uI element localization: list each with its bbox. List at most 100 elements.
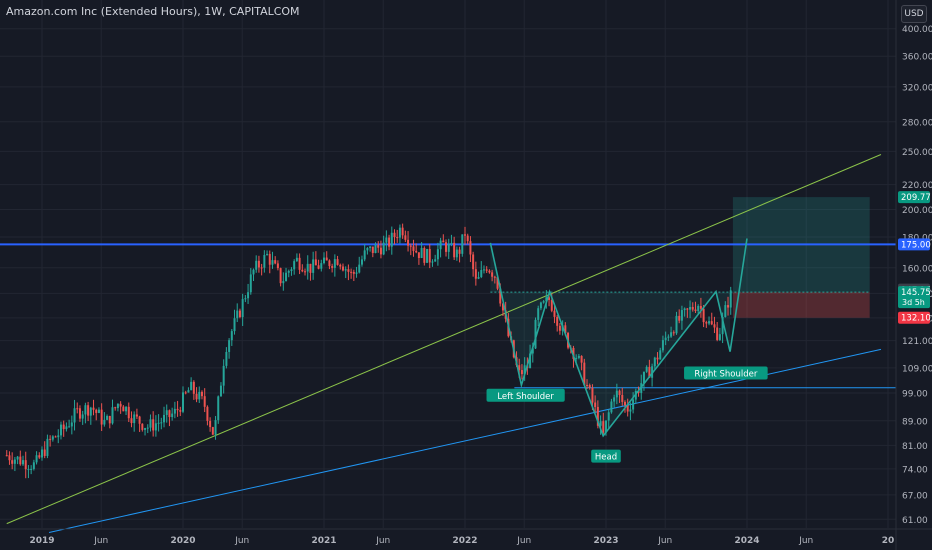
- x-tick-label: 20: [882, 536, 895, 546]
- candle-body: [57, 435, 60, 438]
- candle-body: [445, 242, 448, 252]
- candle-body: [382, 242, 385, 255]
- candle-body: [632, 399, 635, 410]
- y-tick-label: 61.00: [902, 516, 928, 526]
- candle-body: [192, 381, 195, 394]
- candle-body: [325, 257, 328, 261]
- price-tag-resistance: 175.00: [898, 238, 931, 251]
- y-tick-label: 74.00: [902, 465, 928, 475]
- x-tick-label: Jun: [234, 536, 249, 546]
- candle-body: [564, 325, 567, 333]
- candle-body: [702, 308, 705, 323]
- candle-body: [626, 405, 629, 412]
- candle-body: [404, 235, 407, 240]
- annotation-bg: [684, 366, 768, 380]
- candle-body: [165, 410, 168, 415]
- candle-body: [621, 394, 624, 402]
- candle-body: [575, 357, 578, 359]
- candle-body: [260, 267, 263, 269]
- candle-body: [661, 340, 664, 351]
- candle-body: [16, 456, 19, 460]
- candle-body: [84, 405, 87, 415]
- candle-body: [301, 269, 304, 272]
- candle-body: [453, 242, 456, 258]
- candle-body: [672, 332, 675, 334]
- price-tag-value: 209.77: [901, 193, 931, 203]
- candle-body: [466, 235, 469, 242]
- candle-body: [125, 406, 128, 412]
- pattern-path: [489, 238, 748, 438]
- candle-body: [347, 269, 350, 272]
- candle-body: [268, 253, 271, 265]
- candle-body: [442, 240, 445, 243]
- candle-body: [450, 242, 453, 245]
- price-tag-countdown: 3d 5h: [902, 298, 925, 307]
- candle-body: [108, 415, 111, 424]
- candle-body: [642, 371, 645, 384]
- candle-body: [27, 469, 30, 471]
- candle-body: [130, 418, 133, 424]
- candle-body: [583, 362, 586, 385]
- candle-body: [350, 271, 353, 273]
- candle-body: [119, 403, 122, 407]
- candle-body: [377, 245, 380, 248]
- currency-button[interactable]: USD: [901, 5, 927, 23]
- candle-body: [103, 419, 106, 425]
- candle-body: [415, 250, 418, 253]
- price-tag-target: 209.77: [898, 191, 931, 204]
- candle-body: [59, 424, 62, 436]
- candle-body: [236, 310, 239, 319]
- candle-body: [304, 271, 307, 273]
- candle-body: [390, 232, 393, 247]
- candle-body: [323, 257, 325, 264]
- candle-body: [398, 227, 401, 238]
- candle-body: [222, 365, 225, 386]
- candle-body: [710, 321, 713, 325]
- candle-body: [152, 419, 155, 431]
- candle-body: [705, 322, 708, 324]
- candle-body: [76, 408, 79, 410]
- candle-body: [106, 415, 109, 420]
- candle-body: [257, 260, 260, 268]
- candle-body: [667, 336, 670, 338]
- candle-body: [439, 240, 442, 250]
- candle-body: [637, 390, 640, 393]
- candle-body: [423, 247, 426, 263]
- candle-body: [716, 327, 719, 340]
- candle-body: [320, 263, 323, 269]
- candle-body: [596, 406, 599, 426]
- candle-body: [295, 257, 298, 262]
- candle-body: [312, 259, 315, 273]
- candle-body: [393, 232, 396, 238]
- candle-body: [556, 316, 559, 326]
- candle-body: [580, 355, 583, 363]
- candle-body: [539, 302, 542, 309]
- candle-body: [97, 409, 100, 413]
- y-tick-label: 109.00: [902, 364, 932, 374]
- candle-body: [729, 290, 732, 308]
- candle-body: [138, 416, 141, 424]
- candle-body: [388, 237, 391, 247]
- candle-body: [366, 248, 369, 251]
- candle-body: [447, 244, 450, 252]
- candle-body: [385, 237, 388, 243]
- y-tick-label: 360.00: [902, 53, 932, 63]
- candle-body: [184, 392, 187, 394]
- time-axis[interactable]: 2019 Jun 2020 Jun 2021 Jun 2022 Jun 2023 Jun 2024 J…: [0, 528, 932, 546]
- candle-body: [396, 237, 399, 239]
- x-tick-label: 2023: [593, 536, 618, 546]
- candle-body: [352, 271, 355, 274]
- candle-body: [11, 460, 14, 464]
- candle-body: [409, 245, 412, 247]
- candle-body: [24, 460, 27, 470]
- candle-body: [41, 449, 43, 458]
- candle-body: [336, 259, 339, 265]
- candle-body: [22, 460, 25, 465]
- candle-body: [545, 297, 548, 302]
- candle-body: [293, 261, 296, 270]
- candle-body: [149, 419, 152, 428]
- price-tag-value: 132.10: [901, 314, 931, 324]
